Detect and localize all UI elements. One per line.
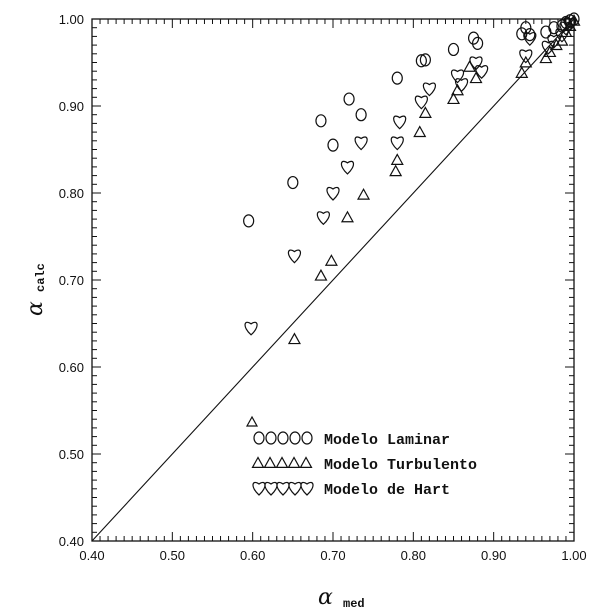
legend-circle-marker (277, 431, 289, 445)
heart-point (326, 186, 340, 201)
triangle-point (543, 45, 557, 58)
y-axis-subscript: calc (34, 263, 48, 292)
legend-heart-marker (276, 481, 290, 496)
triangle-point (357, 188, 371, 200)
circle-point (472, 36, 484, 50)
circle-point (391, 71, 403, 85)
legend-triangle-marker (299, 456, 313, 468)
y-tick-label: 0.40 (59, 534, 84, 549)
triangle-point (340, 210, 354, 223)
y-tick-label: 0.60 (59, 360, 84, 375)
circle-point (343, 92, 355, 106)
circle-point (243, 214, 255, 228)
heart-point (563, 17, 577, 32)
x-tick-label: 0.70 (320, 548, 345, 563)
legend-circle-marker (289, 431, 301, 445)
data-marks (243, 12, 581, 345)
heart-point (450, 69, 465, 84)
y-tick-label: 0.90 (59, 99, 84, 114)
legend-label-turbulento: Modelo Turbulento (324, 457, 477, 474)
heart-point (559, 21, 573, 36)
heart-point (469, 56, 483, 71)
y-tick-label: 0.80 (59, 186, 84, 201)
triangle-point (549, 38, 563, 51)
heart-point (475, 65, 489, 80)
legend-stray-triangle (245, 415, 259, 427)
triangle-point (539, 51, 553, 64)
circle-point (447, 42, 460, 57)
legend-circle-marker (301, 431, 313, 445)
y-tick-label: 1.00 (59, 12, 84, 27)
heart-point (454, 78, 469, 93)
x-axis-symbol: α (318, 585, 333, 609)
legend-circle-marker (253, 431, 265, 445)
axes: 0.40 0.50 0.60 0.70 0.80 0.90 1.00 0.40 0.50 0.60… (59, 12, 587, 563)
circle-point (315, 114, 327, 128)
heart-point (422, 82, 436, 97)
circle-point (467, 31, 480, 45)
heart-point (414, 95, 428, 110)
legend-label-hart: Modelo de Hart (324, 482, 450, 499)
legend-circle-marker (265, 431, 277, 445)
circle-point (355, 108, 367, 122)
series-circle (243, 12, 580, 228)
triangle-point (324, 254, 338, 266)
legend-markers (245, 415, 314, 496)
circle-point (548, 21, 560, 35)
legend-heart-marker (264, 481, 278, 496)
x-tick-label: 0.60 (240, 548, 265, 563)
heart-point (316, 211, 330, 226)
y-axis-title: α calc (23, 263, 48, 316)
reference-line (91, 18, 575, 542)
circle-point (520, 21, 532, 35)
x-tick-label: 0.90 (481, 548, 506, 563)
legend-triangle-marker (251, 456, 265, 468)
triangle-point (446, 92, 461, 105)
triangle-point (515, 66, 529, 78)
triangle-point (389, 164, 403, 177)
series-triangle (287, 14, 581, 345)
legend-triangle-marker (263, 456, 277, 468)
circle-point (327, 138, 339, 152)
legend-heart-marker (300, 481, 314, 496)
legend-triangle-marker (287, 456, 301, 468)
legend-heart-marker (288, 481, 302, 496)
heart-point (390, 136, 404, 151)
heart-point (287, 249, 302, 264)
triangle-point (519, 55, 533, 68)
triangle-point (287, 332, 301, 345)
y-tick-label: 0.50 (59, 447, 84, 462)
x-tick-label: 0.40 (79, 548, 104, 563)
y-tick-label: 0.70 (59, 273, 84, 288)
legend-label-laminar: Modelo Laminar (324, 432, 450, 449)
heart-point (519, 49, 533, 64)
circle-point (287, 175, 299, 190)
heart-point (354, 136, 368, 151)
x-tick-label: 1.00 (561, 548, 586, 563)
heart-point (244, 321, 258, 336)
legend-heart-marker (252, 481, 266, 496)
heart-point (340, 160, 355, 175)
legend-triangle-marker (275, 456, 289, 468)
heart-point (393, 115, 407, 130)
y-axis-symbol: α (23, 301, 48, 316)
x-axis-title: α med (318, 585, 365, 609)
legend: Modelo Laminar Modelo Turbulento Modelo … (245, 415, 477, 499)
triangle-point (413, 125, 427, 138)
circle-point (419, 53, 431, 67)
circle-point (415, 54, 427, 68)
triangle-point (469, 71, 483, 84)
triangle-point (390, 153, 404, 165)
heart-point (523, 32, 537, 46)
x-tick-label: 0.50 (160, 548, 185, 563)
x-tick-label: 0.80 (401, 548, 426, 563)
heart-point (547, 34, 561, 49)
x-axis-subscript: med (343, 597, 365, 609)
triangle-point (314, 268, 328, 281)
circle-point (524, 28, 536, 42)
series-heart (244, 17, 577, 336)
triangle-point (418, 106, 432, 118)
